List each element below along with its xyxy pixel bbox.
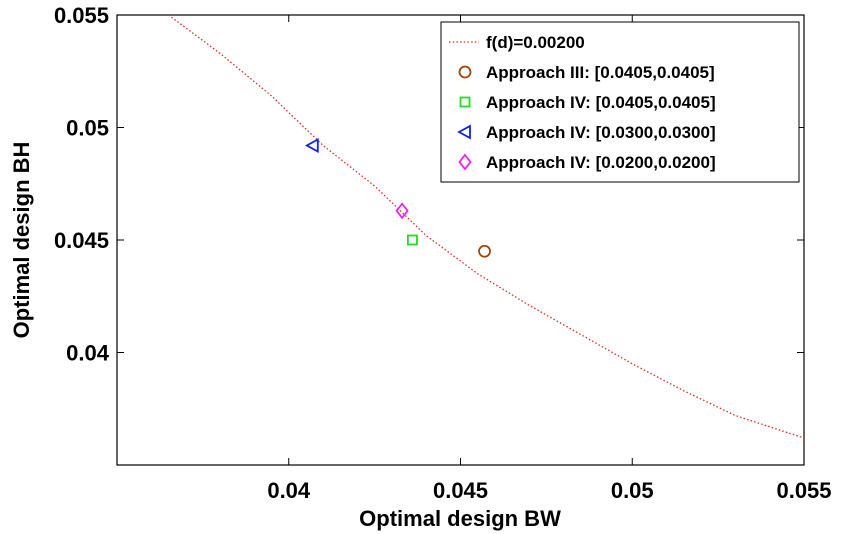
data-point-square xyxy=(407,234,418,246)
x-tick-label: 0.055 xyxy=(776,478,831,503)
legend-swatch-triangle-left xyxy=(457,124,471,140)
x-tick-label: 0.045 xyxy=(433,478,488,503)
legend-entry-label: Approach IV: [0.0300,0.0300] xyxy=(486,123,716,142)
data-point-triangle-left xyxy=(304,137,319,154)
curve-line xyxy=(168,15,804,439)
data-point-diamond xyxy=(395,202,409,220)
legend-entry-label: Approach III: [0.0405,0.0405] xyxy=(486,63,715,82)
legend-swatch-circle xyxy=(458,65,472,79)
legend-swatch-square xyxy=(459,96,471,108)
x-tick-label: 0.04 xyxy=(267,478,311,503)
legend-entry-label: Approach IV: [0.0405,0.0405] xyxy=(486,93,716,112)
y-tick-label: 0.04 xyxy=(66,341,110,366)
y-tick-label: 0.045 xyxy=(54,228,109,253)
x-tick-label: 0.05 xyxy=(611,478,654,503)
legend-box xyxy=(440,21,800,183)
x-axis-label: Optimal design BW xyxy=(359,506,561,531)
legend-entry-label: f(d)=0.00200 xyxy=(486,33,585,52)
legend-entry-label: Approach IV: [0.0200,0.0200] xyxy=(486,153,716,172)
y-axis-label: Optimal design BH xyxy=(9,142,34,339)
legend-swatch-diamond xyxy=(458,153,472,171)
y-tick-label: 0.055 xyxy=(54,3,109,28)
y-tick-label: 0.05 xyxy=(66,116,109,141)
data-point-circle xyxy=(478,244,491,258)
legend: f(d)=0.00200 Approach III: [0.0405,0.0405… xyxy=(440,21,800,183)
